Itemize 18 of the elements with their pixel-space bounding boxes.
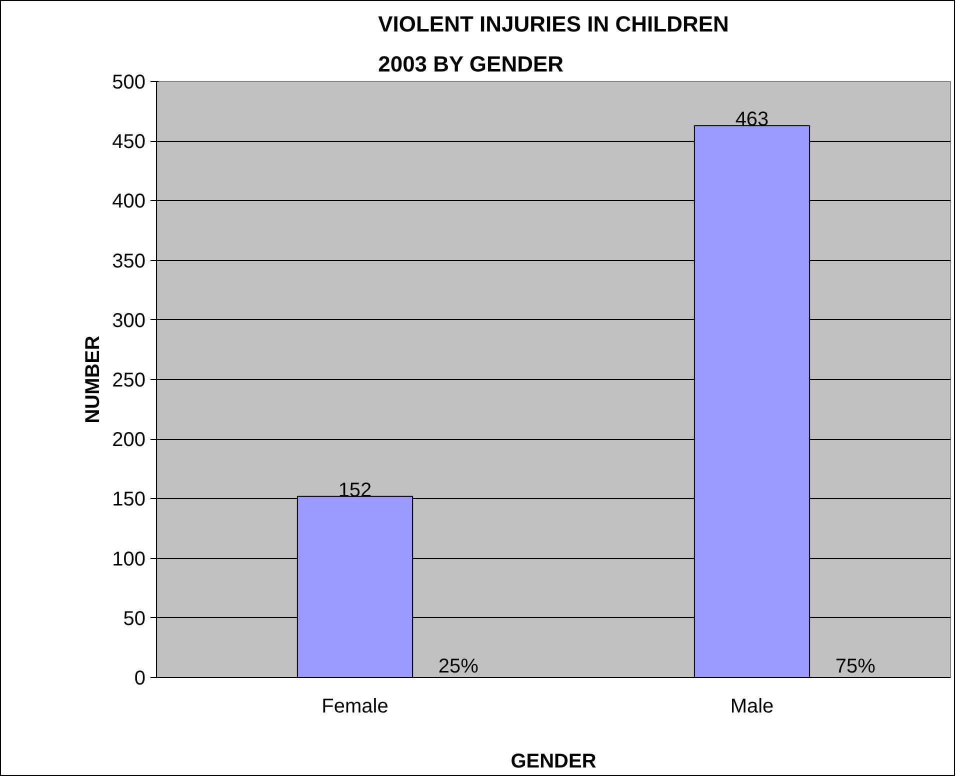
annotation: 25% xyxy=(438,656,479,678)
y-tick-label: 50 xyxy=(123,608,146,630)
y-tick-label: 250 xyxy=(112,370,146,392)
y-tick-label: 400 xyxy=(112,190,146,213)
y-tick-label: 500 xyxy=(112,72,146,94)
x-tick-label: Female xyxy=(322,696,388,718)
y-tick-label: 150 xyxy=(112,488,146,511)
y-tick-label: 100 xyxy=(112,548,146,570)
x-tick-label: Male xyxy=(730,696,774,718)
y-axis-title: NUMBER xyxy=(82,335,104,424)
y-tick-label: 350 xyxy=(112,250,146,272)
annotation: 75% xyxy=(835,656,876,678)
y-tick-label: 200 xyxy=(112,429,146,452)
x-axis-title: GENDER xyxy=(510,750,597,772)
chart-title: VIOLENT INJURIES IN CHILDREN 2003 BY GENDER xyxy=(378,12,729,76)
y-tick-label: 0 xyxy=(134,668,146,690)
y-tick-label: 300 xyxy=(112,310,146,332)
y-tick-label: 450 xyxy=(112,131,146,154)
